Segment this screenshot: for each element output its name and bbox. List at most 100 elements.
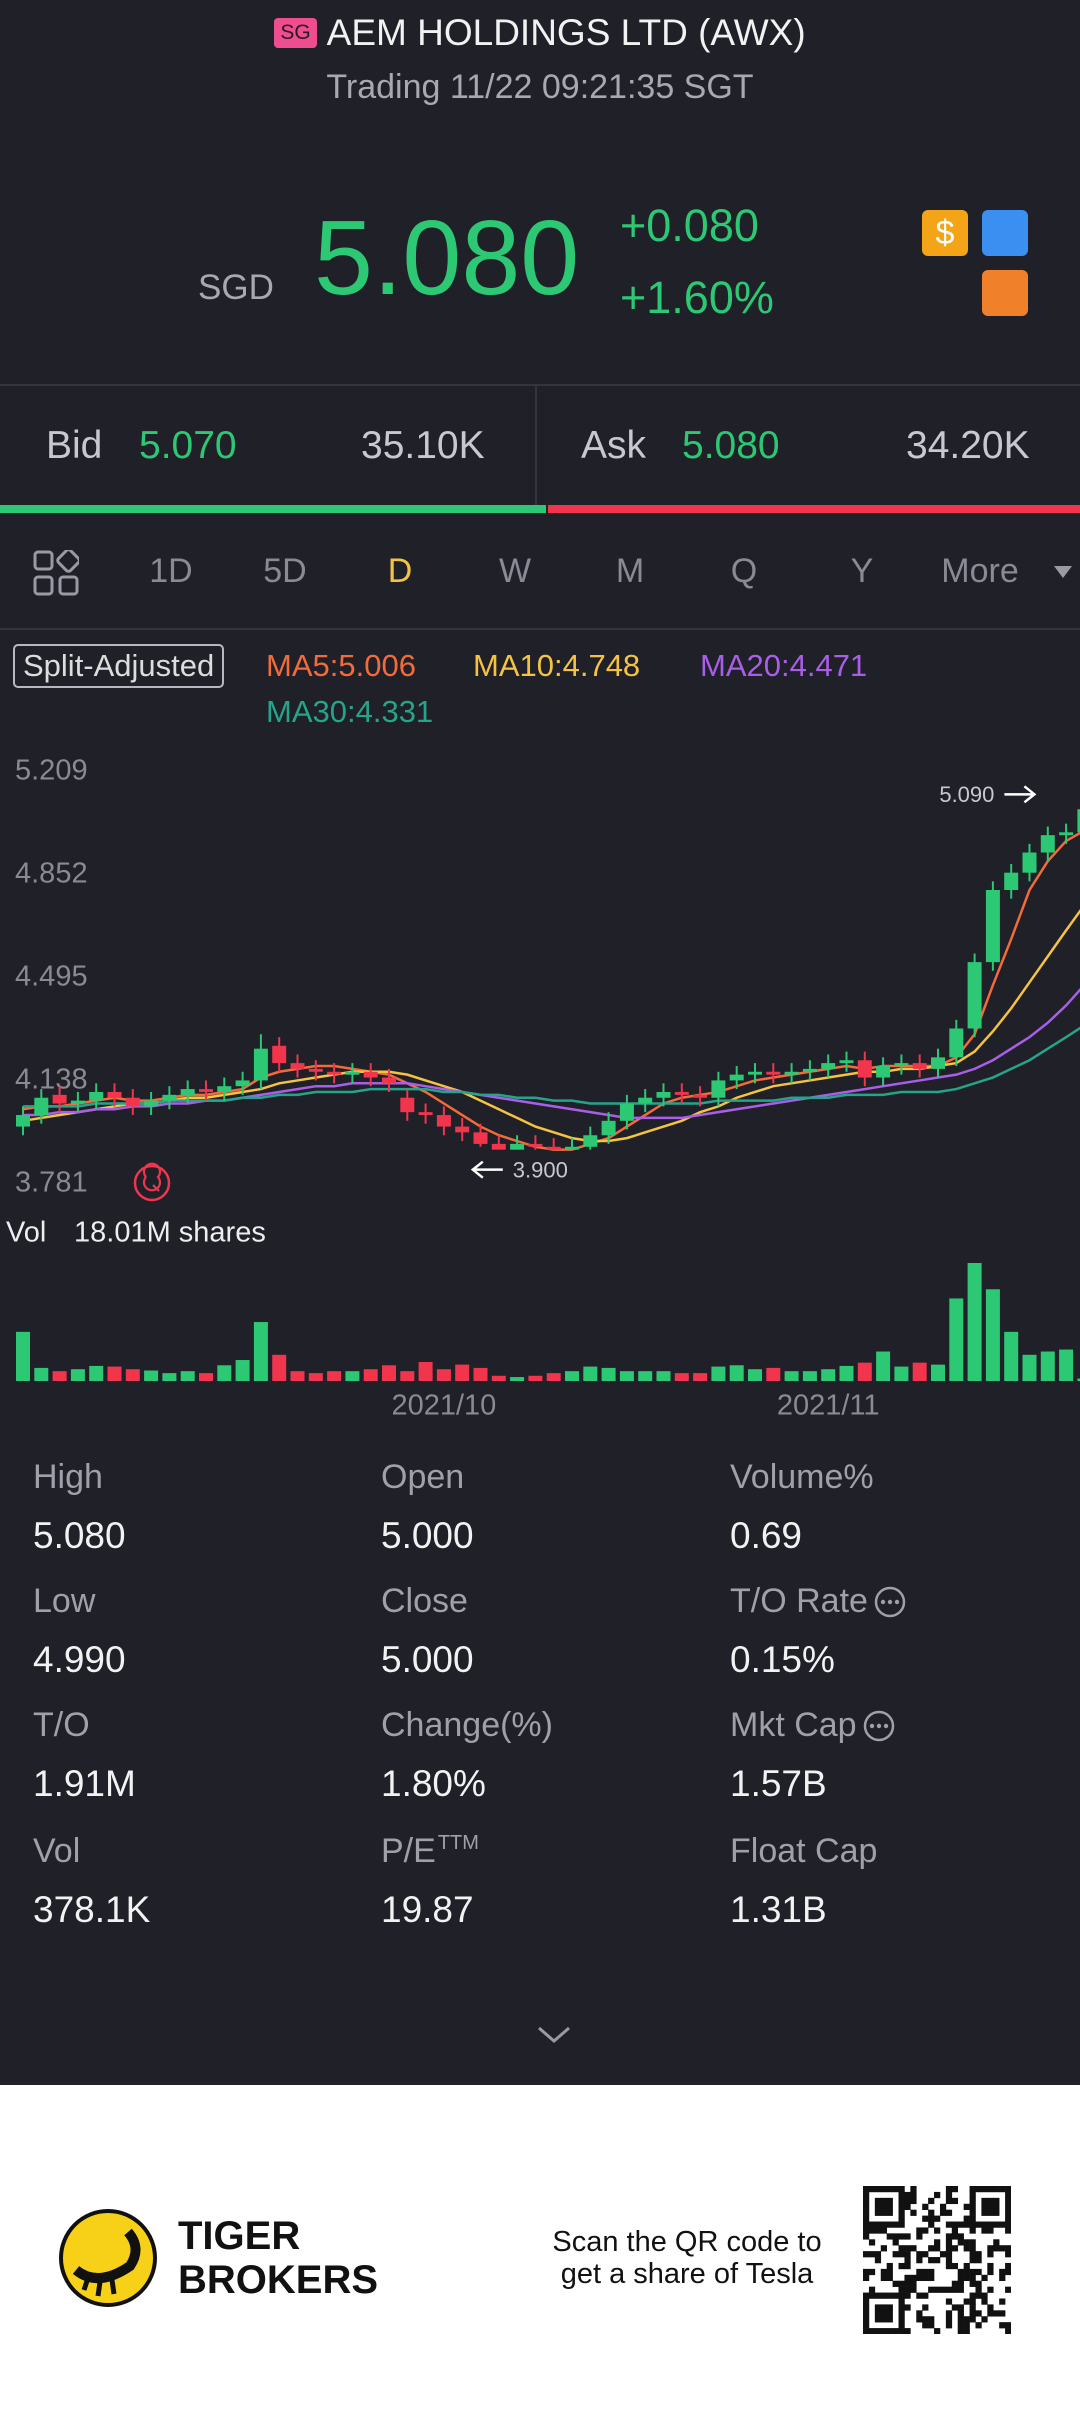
qr-module — [863, 2292, 870, 2299]
stat-label: Open — [381, 1458, 464, 1497]
volume-bar — [638, 1371, 653, 1381]
info-icon[interactable] — [861, 1706, 897, 1742]
qr-module — [951, 2286, 959, 2293]
stat-label-text: T/O Rate — [730, 1582, 868, 1620]
qr-module — [898, 2251, 905, 2258]
volume-bar — [162, 1373, 177, 1381]
qr-module — [880, 2316, 887, 2323]
qr-module — [898, 2191, 905, 2199]
qr-module — [945, 2251, 953, 2258]
min-label: 3.900 — [513, 1157, 568, 1182]
qr-module — [898, 2280, 905, 2287]
qr-module — [951, 2245, 959, 2252]
volume-summary: 18.01M shares — [74, 1217, 266, 1249]
stat-label: High — [33, 1458, 103, 1497]
volume-bar — [601, 1367, 616, 1381]
volume-bar — [144, 1370, 159, 1381]
stat-label: Float Cap — [730, 1832, 877, 1871]
volume-bar — [1077, 1378, 1080, 1381]
qr-module — [945, 2191, 953, 2199]
volume-bar — [400, 1371, 415, 1381]
candle-body — [821, 1063, 836, 1069]
candle-body — [638, 1097, 653, 1104]
info-icon[interactable] — [872, 1582, 908, 1618]
tab[interactable]: 1D — [149, 552, 193, 590]
qr-module — [874, 2257, 882, 2264]
price: 5.080 — [314, 199, 580, 317]
qr-module — [945, 2322, 953, 2329]
qr-module — [993, 2203, 1000, 2210]
chart: 5.209 4.852 4.495 4.138 3.781 2021/10 2021/11 5… — [6, 755, 1080, 1422]
qr-module — [898, 2328, 905, 2334]
qr-module — [928, 2221, 935, 2228]
qr-module — [1005, 2215, 1011, 2222]
candle-body — [235, 1080, 250, 1087]
stat-label: P/E TTM — [381, 1832, 479, 1871]
volume-bar — [1040, 1351, 1055, 1381]
qr-module — [928, 2245, 935, 2252]
qr-module — [892, 2292, 899, 2299]
qr-module — [868, 2239, 876, 2246]
qr-module — [863, 2191, 870, 2199]
stat-value: 0.15% — [730, 1639, 835, 1680]
volume-bar — [52, 1371, 67, 1381]
qr-module — [898, 2298, 905, 2305]
qr-module — [999, 2221, 1006, 2228]
candle-body — [784, 1071, 799, 1075]
qr-module — [898, 2286, 905, 2293]
ma-line — [23, 1026, 1080, 1108]
volume-bar — [473, 1367, 488, 1381]
tab[interactable]: Q — [730, 552, 758, 590]
stat-value: 5.080 — [33, 1515, 126, 1556]
qr-module — [874, 2316, 882, 2323]
qr-module — [880, 2203, 887, 2210]
qr-module — [863, 2227, 870, 2234]
q-icon — [133, 1164, 171, 1202]
title-row: SG AEM HOLDINGS LTD (AWX) — [0, 12, 1080, 54]
adjustment-label[interactable]: Split-Adjusted — [13, 644, 225, 688]
qr-module — [874, 2310, 882, 2317]
stat-label: Change(%) — [381, 1706, 553, 1745]
volume-bar — [748, 1369, 762, 1381]
qr-module — [945, 2197, 953, 2205]
candle-body — [619, 1103, 634, 1121]
qr-module — [904, 2257, 911, 2264]
tab[interactable]: W — [498, 552, 532, 590]
dropdown-arrow[interactable] — [1054, 566, 1072, 578]
cta-line: Scan the QR code to — [552, 2226, 822, 2258]
expand-chevron[interactable] — [536, 2024, 572, 2046]
qr-module — [880, 2221, 887, 2228]
trading-status: Trading 11/22 09:21:35 SGT — [326, 68, 754, 106]
stat-label-text: Close — [381, 1582, 468, 1620]
tab[interactable]: D — [387, 552, 413, 590]
qr-module — [874, 2221, 882, 2228]
stat-label-sup: TTM — [437, 1832, 479, 1854]
qr-module — [898, 2197, 905, 2205]
qr-module — [898, 2322, 905, 2329]
qr-module — [910, 2245, 917, 2252]
qr-module — [969, 2298, 976, 2305]
icon-flash[interactable] — [982, 210, 1028, 256]
layout-icon[interactable] — [33, 550, 79, 596]
info-dot — [876, 1723, 881, 1729]
volume-bar — [528, 1375, 543, 1381]
qr-module — [910, 2274, 917, 2282]
icon-badge[interactable] — [982, 270, 1028, 316]
legend-entry: MA5:5.006 — [266, 648, 416, 683]
volume-bar — [839, 1365, 854, 1381]
tab[interactable]: More — [941, 552, 1019, 590]
volume-bar — [857, 1362, 872, 1381]
qr-module — [922, 2251, 929, 2258]
candle-body — [455, 1126, 470, 1133]
tab[interactable]: Y — [850, 552, 874, 590]
candle-body — [89, 1091, 104, 1101]
qr-module — [874, 2203, 882, 2210]
icon-dollar[interactable]: $ — [922, 210, 968, 256]
y-tick-label: 4.138 — [15, 1064, 88, 1096]
candle-body — [857, 1060, 872, 1078]
stat-value: 1.80% — [381, 1763, 486, 1804]
qr-module — [957, 2221, 964, 2228]
qr-module — [1005, 2191, 1011, 2199]
tab[interactable]: M — [615, 552, 645, 590]
tab[interactable]: 5D — [263, 552, 307, 590]
